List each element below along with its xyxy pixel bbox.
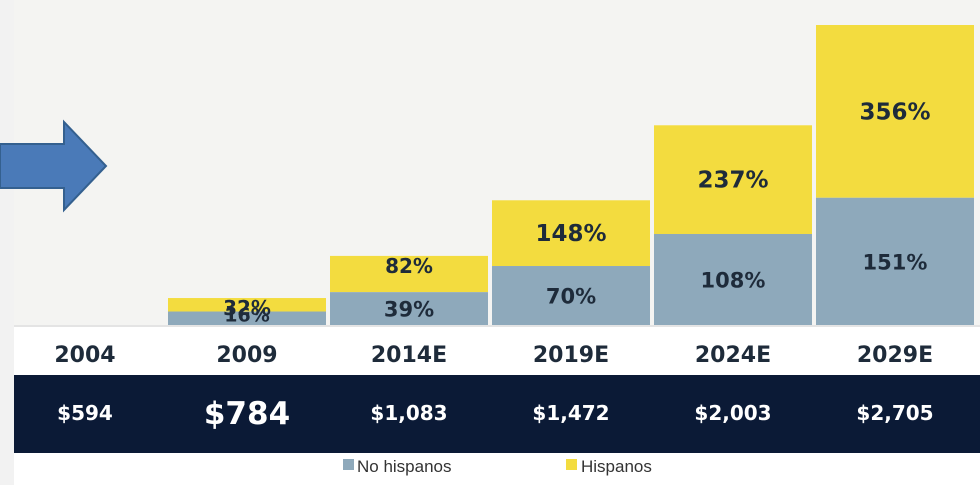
total-label-2024e: $2,003 xyxy=(694,401,771,425)
year-label-2024e: 2024E xyxy=(695,343,771,368)
total-label-2004: $594 xyxy=(57,401,113,425)
year-label-2029e: 2029E xyxy=(857,343,933,368)
total-label-2029e: $2,705 xyxy=(856,401,933,425)
year-label-2019e: 2019E xyxy=(533,343,609,368)
bar-hispanos-2014e xyxy=(330,255,488,293)
bar-no-hispanos-2009 xyxy=(168,311,326,325)
bars-group xyxy=(168,25,974,325)
label-hispanos-2029e: 356% xyxy=(859,99,930,125)
label-no-hispanos-2014e: 39% xyxy=(384,298,434,322)
legend-swatch-hispanos xyxy=(566,459,577,470)
legend-label-no-hispanos: No hispanos xyxy=(357,457,452,476)
totals-band xyxy=(14,375,980,453)
label-hispanos-2019e: 148% xyxy=(535,221,606,247)
label-hispanos-2014e: 82% xyxy=(385,254,433,278)
bar-hispanos-2029e xyxy=(816,25,974,198)
label-hispanos-2009: 32% xyxy=(223,296,271,320)
legend-label-hispanos: Hispanos xyxy=(581,457,652,476)
left-margin-strip xyxy=(0,0,14,485)
total-label-2009: $784 xyxy=(204,396,290,432)
label-no-hispanos-2024e: 108% xyxy=(701,268,766,292)
total-labels-group: $594 $784 $1,083 $1,472 $2,003 $2,705 xyxy=(57,396,933,432)
right-arrow-icon xyxy=(0,119,108,213)
year-label-2009: 2009 xyxy=(216,343,277,368)
year-label-2014e: 2014E xyxy=(371,343,447,368)
label-hispanos-2024e: 237% xyxy=(697,168,768,194)
label-no-hispanos-2019e: 70% xyxy=(546,285,596,309)
legend-swatch-no-hispanos xyxy=(343,459,354,470)
bar-no-hispanos-2024e xyxy=(654,233,812,325)
legend: No hispanos Hispanos xyxy=(343,457,652,476)
bar-no-hispanos-2014e xyxy=(330,292,488,325)
total-label-2019e: $1,472 xyxy=(532,401,609,425)
bar-hispanos-2019e xyxy=(492,200,650,267)
label-no-hispanos-2009: 16% xyxy=(224,304,269,326)
bar-no-hispanos-2029e xyxy=(816,197,974,325)
label-no-hispanos-2029e: 151% xyxy=(863,250,928,274)
year-label-2004: 2004 xyxy=(54,343,115,368)
bar-hispanos-2009 xyxy=(168,298,326,312)
bar-hispanos-2024e xyxy=(654,125,812,234)
bar-no-hispanos-2019e xyxy=(492,266,650,325)
total-label-2014e: $1,083 xyxy=(370,401,447,425)
bar-labels-group: 32%16% 82% 39% 148% 70% 237% 108% 356% 151% xyxy=(223,99,930,326)
year-labels-group: 2004 2009 2014E 2019E 2024E 2029E xyxy=(54,343,933,368)
